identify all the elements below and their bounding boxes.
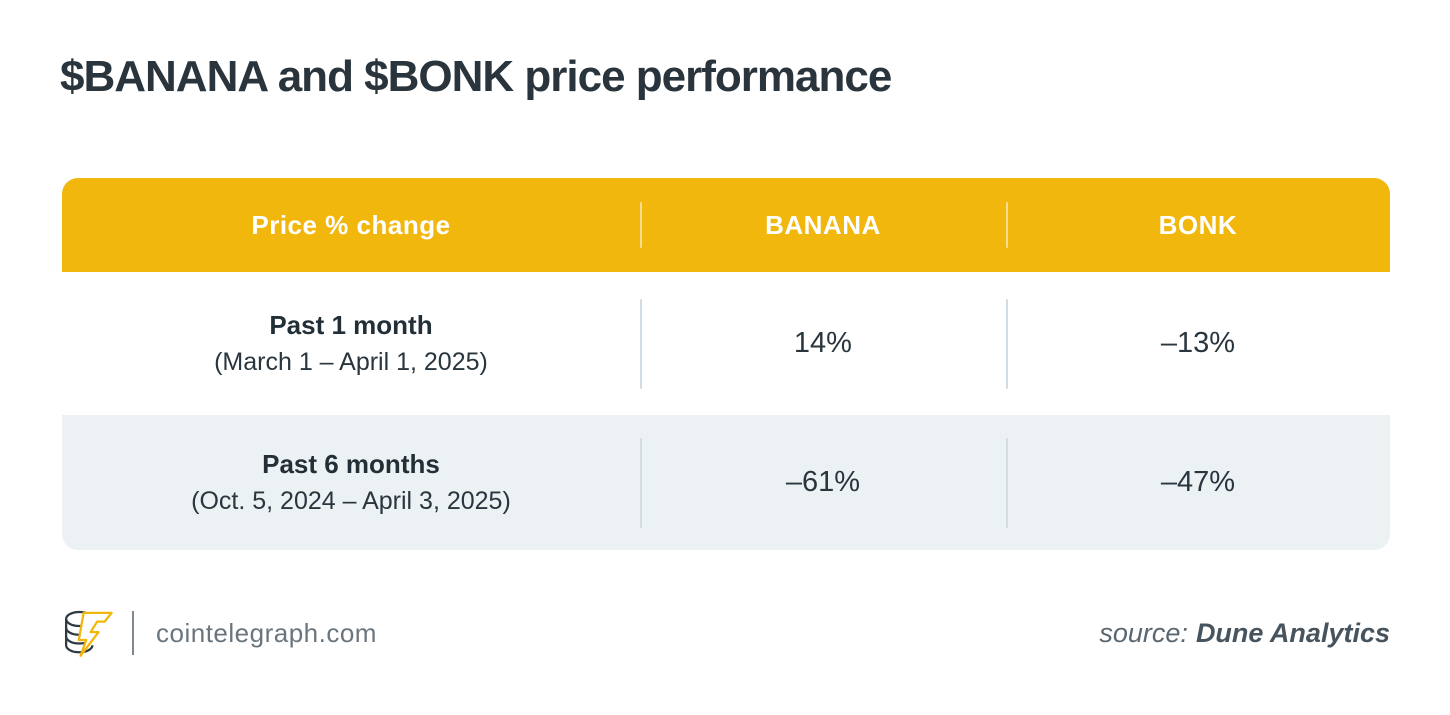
banana-value: –61%	[785, 466, 861, 498]
column-divider	[639, 437, 642, 528]
source-attribution: source: Dune Analytics	[1099, 618, 1390, 649]
source-label: source:	[1099, 617, 1188, 648]
period-date-range: (March 1 – April 1, 2025)	[214, 348, 488, 377]
footer: cointelegraph.com source: Dune Analytics	[60, 600, 1390, 666]
brand-block: cointelegraph.com	[60, 605, 377, 661]
column-header-bonk: BONK	[1158, 209, 1238, 240]
column-header-banana: BANANA	[765, 209, 881, 240]
bonk-value: –47%	[1160, 466, 1236, 498]
period-label: Past 1 month	[269, 309, 433, 340]
period-label: Past 6 months	[262, 448, 440, 479]
row-period-cell: Past 6 months (Oct. 5, 2024 – April 3, 2…	[62, 446, 640, 520]
table-row: Past 6 months (Oct. 5, 2024 – April 3, 2…	[62, 415, 1390, 550]
source-value: Dune Analytics	[1195, 617, 1390, 648]
banana-value: 14%	[793, 327, 852, 359]
price-performance-table: Price % change BANANA BONK Past 1 month …	[62, 178, 1390, 550]
column-divider	[639, 298, 642, 389]
row-period-cell: Past 1 month (March 1 – April 1, 2025)	[62, 307, 640, 381]
table-header-row: Price % change BANANA BONK	[62, 178, 1390, 272]
bonk-value: –13%	[1160, 327, 1236, 359]
column-divider	[1005, 437, 1008, 528]
cointelegraph-logo-icon	[60, 605, 116, 661]
column-divider	[1005, 298, 1008, 389]
column-header-price-change: Price % change	[251, 209, 451, 240]
header-column-divider	[1005, 202, 1008, 248]
table-row: Past 1 month (March 1 – April 1, 2025) 1…	[62, 272, 1390, 415]
page-title: $BANANA and $BONK price performance	[60, 52, 892, 101]
brand-divider	[132, 611, 134, 655]
site-url: cointelegraph.com	[156, 617, 377, 648]
period-date-range: (Oct. 5, 2024 – April 3, 2025)	[191, 487, 511, 516]
header-column-divider	[639, 202, 642, 248]
